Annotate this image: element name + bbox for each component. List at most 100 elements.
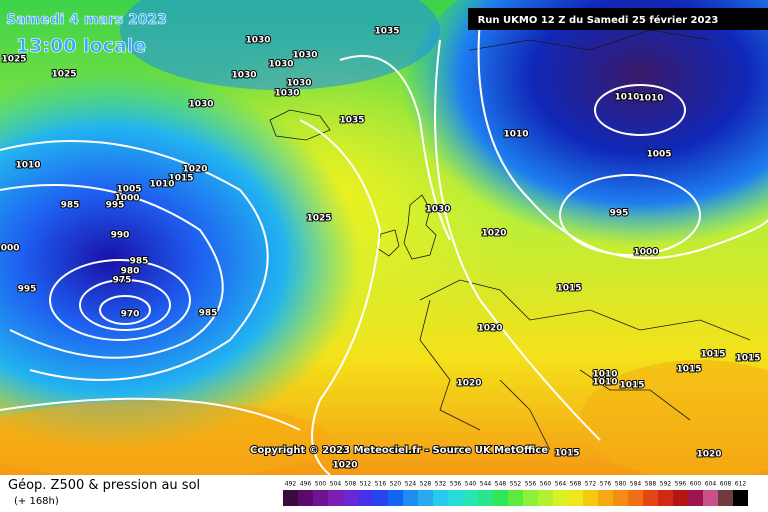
- isobar-label: 1020: [477, 324, 502, 334]
- isobar-label: 1015: [556, 284, 581, 294]
- isobar-label: 975: [113, 276, 132, 286]
- isobar-label: 1015: [676, 365, 701, 375]
- isobar-label: 1030: [245, 36, 270, 46]
- isobar-label: 1010: [503, 130, 528, 140]
- isobar-label: 1025: [51, 70, 76, 80]
- isobar-label: 1010: [638, 94, 663, 104]
- colorbar-label: 580: [615, 481, 627, 488]
- run-info: Run UKMO 12 Z du Samedi 25 février 2023: [478, 14, 719, 26]
- colorbar-swatch: [583, 490, 598, 506]
- colorbar-label: 584: [630, 481, 642, 488]
- colorbar-label: 508: [345, 481, 357, 488]
- colorbar-swatch: [673, 490, 688, 506]
- colorbar-label: 600: [690, 481, 702, 488]
- footer-title: Géop. Z500 & pression au sol: [8, 478, 200, 493]
- isobar-label: 1010: [592, 378, 617, 388]
- colorbar: 492 496 500 504 508 512 516 520 524 528 532 536 540 5…: [283, 481, 748, 506]
- colorbar-label: 500: [315, 481, 327, 488]
- copyright: Copyright © 2023 Meteociel.fr - Source U…: [250, 445, 548, 456]
- isobar-label: 1015: [554, 449, 579, 459]
- isobar-label: 985: [61, 201, 80, 211]
- colorbar-swatch: [373, 490, 388, 506]
- colorbar-label: 496: [300, 481, 312, 488]
- colorbar-label: 552: [510, 481, 522, 488]
- isobar-label: 1025: [1, 55, 26, 65]
- colorbar-label: 512: [360, 481, 372, 488]
- colorbar-swatch: [598, 490, 613, 506]
- colorbar-swatch: [343, 490, 358, 506]
- isobar-label: 995: [18, 285, 37, 295]
- isobar-label: 1010: [592, 370, 617, 380]
- isobar-label: 1005: [646, 150, 671, 160]
- map-area: [0, 0, 768, 480]
- colorbar-swatch: [613, 490, 628, 506]
- colorbar-label: 540: [465, 481, 477, 488]
- colorbar-label: 536: [450, 481, 462, 488]
- colorbar-label: 588: [645, 481, 657, 488]
- colorbar-swatch: [418, 490, 433, 506]
- colorbar-swatch: [448, 490, 463, 506]
- colorbar-label: 544: [480, 481, 492, 488]
- colorbar-swatch: [433, 490, 448, 506]
- isobar-label: 1030: [188, 100, 213, 110]
- colorbar-swatch: [703, 490, 718, 506]
- colorbar-label: 492: [285, 481, 297, 488]
- colorbar-swatch: [358, 490, 373, 506]
- colorbar-swatch: [508, 490, 523, 506]
- colorbar-swatch: [688, 490, 703, 506]
- footer-lead: (+ 168h): [14, 496, 59, 507]
- isobar-label: 1020: [182, 165, 207, 175]
- colorbar-swatch: [628, 490, 643, 506]
- forecast-time: 13:00 locale: [16, 35, 146, 57]
- colorbar-label: 532: [435, 481, 447, 488]
- isobar-label: 1030: [292, 51, 317, 61]
- isobar-label: 1000: [114, 194, 139, 204]
- isobar-label: 995: [610, 209, 629, 219]
- colorbar-swatch: [568, 490, 583, 506]
- isobar-label: 1030: [274, 89, 299, 99]
- colorbar-swatch: [388, 490, 403, 506]
- isobar-label: 1030: [231, 71, 256, 81]
- colorbar-swatch: [658, 490, 673, 506]
- colorbar-label: 572: [585, 481, 597, 488]
- isobar-label: 1025: [306, 214, 331, 224]
- isobar-label: 985: [130, 257, 149, 267]
- isobar-label: 1035: [339, 116, 364, 126]
- colorbar-label: 516: [375, 481, 387, 488]
- colorbar-swatch: [313, 490, 328, 506]
- isobar-label: 970: [121, 310, 140, 320]
- colorbar-swatch: [523, 490, 538, 506]
- isobar-label: 1030: [268, 60, 293, 70]
- isobar-label: 985: [199, 309, 218, 319]
- isobar-label: 1015: [619, 381, 644, 391]
- colorbar-label: 612: [735, 481, 747, 488]
- colorbar-label: 608: [720, 481, 732, 488]
- colorbar-swatch: [493, 490, 508, 506]
- colorbar-swatch: [538, 490, 553, 506]
- colorbar-label: 520: [390, 481, 402, 488]
- colorbar-swatch: [478, 490, 493, 506]
- colorbar-swatch: [328, 490, 343, 506]
- isobar-label: 980: [121, 267, 140, 277]
- isobar-label: 1010: [614, 93, 639, 103]
- colorbar-label: 524: [405, 481, 417, 488]
- isobar-label: 1010: [15, 161, 40, 171]
- colorbar-swatch: [643, 490, 658, 506]
- isobar-label: 1005: [116, 185, 141, 195]
- colorbar-label: 556: [525, 481, 537, 488]
- colorbar-label: 564: [555, 481, 567, 488]
- colorbar-label: 576: [600, 481, 612, 488]
- isobar-label: 1015: [735, 354, 760, 364]
- colorbar-label: 548: [495, 481, 507, 488]
- isobar-label: 1015: [168, 174, 193, 184]
- colorbar-label: 596: [675, 481, 687, 488]
- isobar-label: 1000: [0, 244, 20, 254]
- forecast-date: Samedi 4 mars 2023: [6, 12, 167, 28]
- colorbar-label: 604: [705, 481, 717, 488]
- colorbar-label: 568: [570, 481, 582, 488]
- isobar-label: 1020: [696, 450, 721, 460]
- colorbar-label: 504: [330, 481, 342, 488]
- colorbar-swatch: [733, 490, 748, 506]
- colorbar-label: 560: [540, 481, 552, 488]
